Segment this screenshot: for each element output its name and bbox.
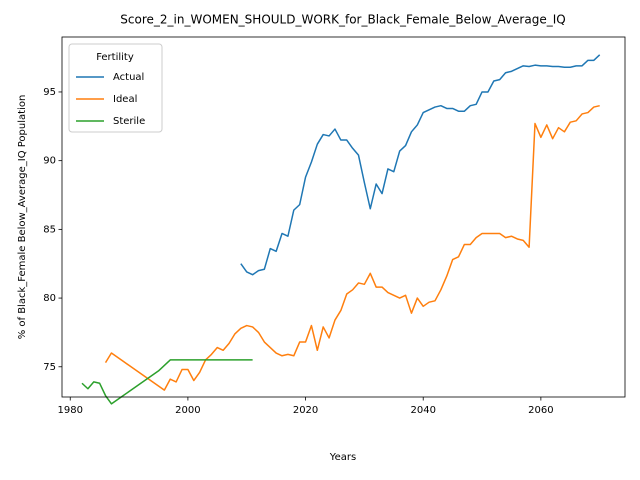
legend-title: Fertility <box>96 52 134 63</box>
x-tick-label: 2040 <box>410 405 435 416</box>
y-tick-label: 85 <box>43 224 56 235</box>
legend-label: Actual <box>113 72 144 83</box>
y-tick-label: 75 <box>43 362 56 373</box>
legend: Fertility Actual Ideal Sterile <box>68 43 163 133</box>
y-tick-label: 95 <box>43 87 56 98</box>
x-tick-label: 2020 <box>293 405 318 416</box>
y-tick-label: 80 <box>43 293 56 304</box>
data-line <box>104 104 600 391</box>
x-tick-label: 1980 <box>58 405 83 416</box>
legend-box <box>68 43 163 133</box>
data-line <box>240 54 601 276</box>
y-tick-label: 90 <box>43 156 56 167</box>
legend-label: Ideal <box>113 94 137 105</box>
y-axis-label: % of Black_Female Below_Average_IQ Popul… <box>17 95 28 340</box>
x-axis-label: Years <box>329 452 356 463</box>
chart-title: Score_2_in_WOMEN_SHOULD_WORK_for_Black_F… <box>120 13 565 27</box>
data-line <box>81 359 253 405</box>
legend-label: Sterile <box>113 116 145 127</box>
x-tick-label: 2000 <box>175 405 200 416</box>
x-tick-label: 2060 <box>528 405 553 416</box>
plot-frame <box>61 36 626 398</box>
